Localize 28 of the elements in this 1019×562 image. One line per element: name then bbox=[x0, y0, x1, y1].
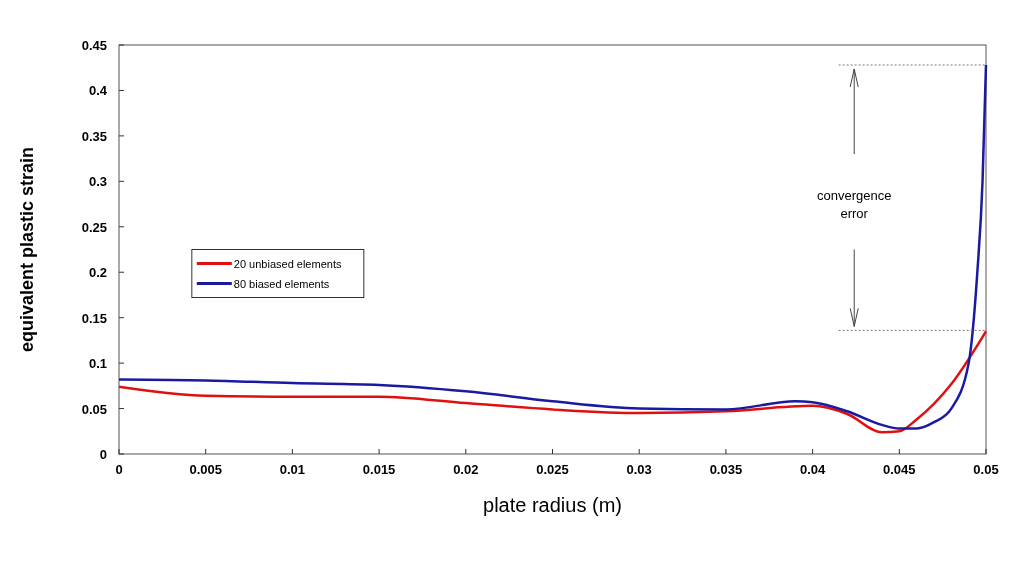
x-tick-label: 0.02 bbox=[453, 462, 479, 477]
x-tick-label: 0.035 bbox=[709, 462, 743, 477]
y-tick-label: 0.15 bbox=[81, 310, 107, 326]
x-tick-label: 0.04 bbox=[799, 462, 827, 477]
x-tick-label: 0 bbox=[115, 462, 123, 477]
x-tick-label: 0.05 bbox=[973, 462, 999, 477]
legend-label: 20 unbiased elements bbox=[233, 257, 342, 270]
y-tick-label: 0.25 bbox=[81, 219, 107, 235]
x-tick-label: 0.03 bbox=[626, 462, 652, 477]
line-series bbox=[117, 330, 988, 434]
x-axis-title: plate radius (m) bbox=[483, 494, 622, 516]
y-tick-label: 0.4 bbox=[88, 83, 108, 99]
y-tick-label: 0.05 bbox=[81, 401, 107, 417]
annotation: convergence error bbox=[816, 187, 892, 221]
y-tick-label: 0.3 bbox=[88, 174, 107, 190]
y-tick-label: 0.45 bbox=[81, 38, 107, 53]
x-tick-label: 0.01 bbox=[279, 462, 306, 477]
y-tick-label: 0.35 bbox=[81, 128, 107, 144]
x-tick-label: 0.025 bbox=[536, 462, 569, 477]
x-tick-label: 0.005 bbox=[189, 462, 222, 477]
x-tick-label: 0.045 bbox=[883, 462, 916, 477]
line-series bbox=[117, 63, 988, 430]
y-axis-title: equivalent plastic strain bbox=[17, 146, 37, 353]
y-tick-label: 0.1 bbox=[88, 356, 107, 372]
y-tick-label: 0 bbox=[99, 447, 107, 462]
legend-label: 80 biased elements bbox=[233, 277, 330, 290]
y-tick-label: 0.2 bbox=[88, 265, 107, 281]
x-tick-label: 0.015 bbox=[362, 462, 396, 477]
